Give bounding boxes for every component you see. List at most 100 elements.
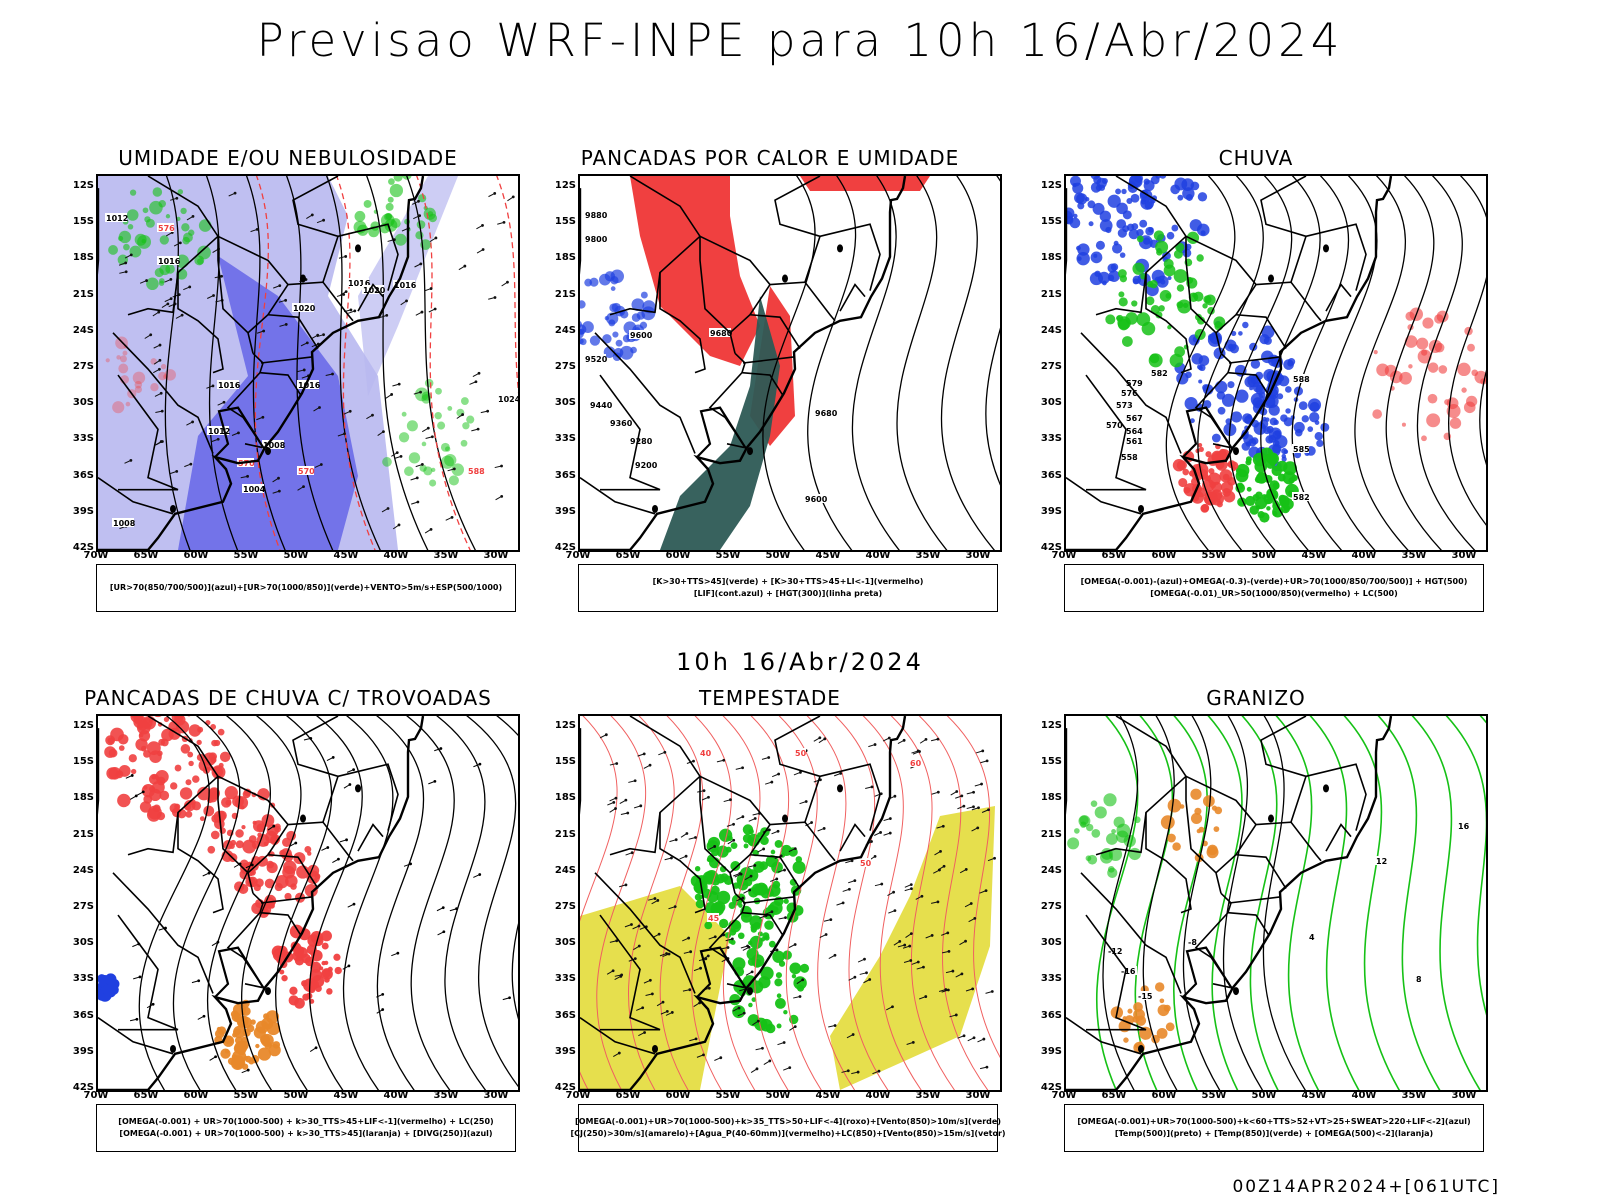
wind-arrow-head (429, 287, 433, 290)
omega-blue (1128, 176, 1142, 188)
contour-label: 9680 (710, 329, 733, 338)
ur-red (1434, 314, 1444, 324)
red-thunder-area (240, 805, 245, 810)
lake (1323, 784, 1329, 793)
omega-blue (1230, 411, 1243, 423)
contour-label-bg (1125, 413, 1142, 422)
omega-orange (1127, 1008, 1133, 1014)
lake (1233, 447, 1239, 456)
green-contour (434, 411, 442, 420)
wind-arrow-head (481, 224, 484, 227)
omega-blue (1200, 230, 1206, 236)
legend-text: [OMEGA(-0.01)_UR>50(1000/850)(vermelho) … (1150, 589, 1398, 598)
omega-green (1245, 459, 1252, 466)
green-contour (388, 178, 395, 185)
lon-tick-label: 40W (383, 550, 409, 561)
omega-blue (1281, 448, 1288, 455)
omega-blue (1077, 243, 1090, 256)
wind-arrow-head (761, 1046, 764, 1050)
isobar (245, 176, 286, 550)
wind-arrow-head (873, 854, 877, 858)
wind-arrow-head (667, 952, 671, 956)
omega-blue (1191, 353, 1203, 365)
legend-text: [Temp(500)](preto) + [Temp(850)](verde) … (1114, 1129, 1434, 1138)
thickness-line (335, 176, 376, 550)
wind-arrow-head (502, 220, 506, 224)
red-thunder-area (273, 949, 281, 956)
red-thunder-area (174, 803, 181, 810)
green-contour (424, 378, 434, 388)
contour-label-bg (1115, 400, 1132, 409)
lon-tick-label: 65W (615, 550, 641, 561)
wind-arrow-head (322, 218, 325, 222)
red-thunder-area (275, 874, 289, 889)
green-contour (142, 207, 149, 214)
wind-arrow-head (702, 1053, 705, 1057)
lat-tick-label: 24S (554, 864, 576, 876)
wind-arrow-head (237, 431, 240, 435)
wind850-area (789, 962, 802, 975)
wind-arrow-head (699, 966, 702, 970)
red-contour (134, 380, 143, 389)
omega-blue (1072, 182, 1077, 188)
omega-blue (1246, 414, 1252, 419)
omega-blue (1090, 182, 1102, 193)
wind-arrow-head (880, 882, 884, 886)
hgt300-line (940, 176, 996, 550)
wind-arrow-head (670, 1011, 674, 1014)
wind850-area (749, 935, 763, 949)
streamline (138, 716, 210, 1090)
wind850-area (765, 1023, 776, 1034)
lon-tick-label: 70W (83, 550, 109, 561)
state-border (117, 914, 179, 1031)
wind-arrow-head (993, 856, 996, 860)
temp850-line (1275, 716, 1320, 1090)
green-contour (180, 207, 187, 215)
green-contour (197, 245, 211, 260)
contour-label-bg (804, 494, 826, 503)
wind-arrow-head (180, 313, 184, 317)
panel-title: GRANIZO (1206, 686, 1306, 710)
omega-orange (1213, 826, 1220, 832)
wind-arrow-head (272, 824, 276, 828)
state-border (1080, 332, 1182, 454)
contour-label-bg (1457, 821, 1469, 830)
contour-label: 9200 (635, 461, 658, 470)
green-contour (152, 187, 163, 197)
omega-green (1167, 325, 1172, 330)
omega-blue (1115, 188, 1122, 195)
green-contour (129, 189, 137, 196)
lon-tick-label: 60W (665, 550, 691, 561)
ur-red (1446, 397, 1459, 410)
omega-blue (1301, 415, 1309, 423)
country-border (1182, 946, 1233, 998)
wind-arrow-head (637, 924, 641, 928)
lif-contour (580, 338, 587, 346)
lat-tick-label: 42S (1040, 1082, 1062, 1093)
state-border (177, 812, 224, 914)
red-thunder-area (142, 716, 157, 730)
omega-blue (1066, 207, 1075, 219)
red-thunder-area (118, 745, 125, 751)
green-contour (418, 194, 427, 203)
lon-tick-label: 35W (915, 550, 941, 561)
contour-label: 1008 (113, 519, 136, 528)
red-thunder-area (283, 860, 297, 875)
red-contour (134, 385, 142, 394)
orange-thunder-area (232, 1003, 246, 1017)
wind-arrow-head (395, 451, 399, 455)
red-thunder-area (199, 816, 205, 822)
wind850-area (707, 836, 721, 849)
red-thunder-area (241, 825, 246, 830)
wind-arrow-head (409, 862, 413, 866)
lon-tick-label: 45W (1301, 550, 1327, 561)
wind-arrow-head (964, 939, 967, 943)
wind-arrow-head (776, 829, 780, 833)
map-canvas (98, 716, 518, 1090)
ur-red (1463, 401, 1476, 414)
wind850-area (770, 849, 776, 855)
wind-arrow-head (739, 872, 743, 876)
red-thunder-area (207, 845, 216, 854)
ur-red (1427, 393, 1438, 404)
wind-arrow-head (694, 836, 697, 839)
